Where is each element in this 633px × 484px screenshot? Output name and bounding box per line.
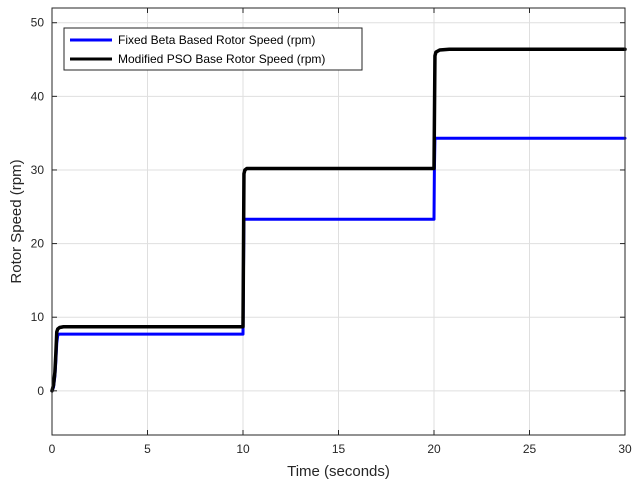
- x-tick-label: 25: [523, 442, 537, 456]
- x-tick-label: 0: [49, 442, 56, 456]
- series-line-modified-pso: [50, 47, 627, 393]
- y-tick-label: 50: [31, 16, 45, 30]
- y-tick-label: 20: [31, 237, 45, 251]
- x-axis-label: Time (seconds): [287, 463, 390, 480]
- y-tick-label: 40: [31, 89, 45, 103]
- y-tick-label: 30: [31, 163, 45, 177]
- y-tick-label: 0: [37, 384, 44, 398]
- x-tick-label: 5: [144, 442, 151, 456]
- legend-box: [63, 27, 363, 71]
- legend-entry-fixed-beta: Fixed Beta Based Rotor Speed (rpm): [118, 33, 315, 47]
- x-tick-label: 15: [332, 442, 346, 456]
- x-tick-label: 20: [427, 442, 441, 456]
- legend: Fixed Beta Based Rotor Speed (rpm) Modif…: [63, 27, 363, 71]
- axis-ticks: 0 5 10 15 20 25 30 0 10 20 30 40 50: [31, 8, 632, 456]
- x-tick-label: 30: [618, 442, 632, 456]
- series-lines: [50, 47, 627, 393]
- x-tick-label: 10: [236, 442, 250, 456]
- y-axis-label: Rotor Speed (rpm): [8, 159, 25, 283]
- y-tick-label: 10: [31, 310, 45, 324]
- legend-entry-modified-pso: Modified PSO Base Rotor Speed (rpm): [118, 52, 325, 66]
